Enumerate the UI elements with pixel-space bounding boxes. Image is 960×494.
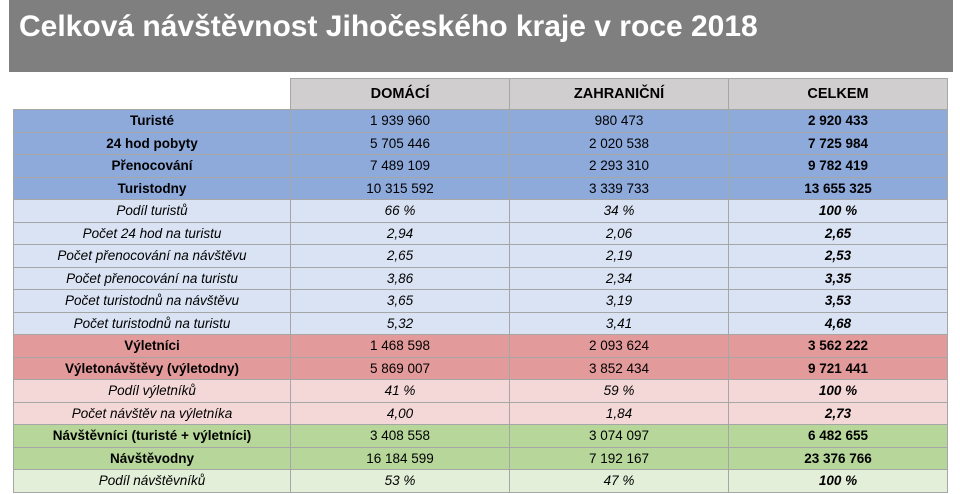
total-value: 7 725 984	[728, 131, 948, 155]
domestic-value: 53 %	[290, 469, 510, 493]
row-label: Počet turistodnů na návštěvu	[13, 289, 291, 313]
domestic-value: 3 408 558	[290, 424, 510, 448]
total-value: 9 721 441	[728, 356, 948, 380]
row-label: Turistodny	[13, 176, 291, 200]
domestic-value: 5 869 007	[290, 356, 510, 380]
table-row: Podíl turistů 66 % 34 % 100 %	[13, 199, 948, 223]
foreign-value: 2 020 538	[509, 131, 729, 155]
page-title: Celková návštěvnost Jihočeského kraje v …	[19, 10, 758, 43]
foreign-value: 3 852 434	[509, 356, 729, 380]
table-row: Počet 24 hod na turistu 2,94 2,06 2,65	[13, 221, 948, 245]
foreign-value: 3,19	[509, 289, 729, 313]
row-label: Turisté	[13, 109, 291, 133]
foreign-value: 34 %	[509, 199, 729, 223]
row-label: Přenocování	[13, 154, 291, 178]
total-value: 2,53	[728, 244, 948, 268]
domestic-value: 4,00	[290, 401, 510, 425]
row-label: Počet turistodnů na turistu	[13, 311, 291, 335]
total-value: 2,73	[728, 401, 948, 425]
row-label: 24 hod pobyty	[13, 131, 291, 155]
table-row: Počet turistodnů na návštěvu 3,65 3,19 3…	[13, 289, 948, 313]
total-value: 13 655 325	[728, 176, 948, 200]
domestic-value: 10 315 592	[290, 176, 510, 200]
domestic-value: 66 %	[290, 199, 510, 223]
domestic-value: 5 705 446	[290, 131, 510, 155]
column-header-domestic: DOMÁCÍ	[290, 78, 510, 110]
domestic-value: 2,94	[290, 221, 510, 245]
domestic-value: 3,86	[290, 266, 510, 290]
column-header-total: CELKEM	[728, 78, 948, 110]
foreign-value: 3 074 097	[509, 424, 729, 448]
table-row: Turisté 1 939 960 980 473 2 920 433	[13, 109, 948, 133]
domestic-value: 5,32	[290, 311, 510, 335]
table-row: Počet turistodnů na turistu 5,32 3,41 4,…	[13, 311, 948, 335]
table-header-row: DOMÁCÍ ZAHRANIČNÍ CELKEM	[13, 78, 948, 110]
total-value: 100 %	[728, 469, 948, 493]
table-row: Podíl návštěvníků 53 % 47 % 100 %	[13, 469, 948, 493]
table-row: Počet přenocování na turistu 3,86 2,34 3…	[13, 266, 948, 290]
table-row: Počet návštěv na výletníka 4,00 1,84 2,7…	[13, 401, 948, 425]
title-bar: Celková návštěvnost Jihočeského kraje v …	[9, 0, 953, 72]
domestic-value: 2,65	[290, 244, 510, 268]
domestic-value: 1 468 598	[290, 334, 510, 358]
total-value: 2,65	[728, 221, 948, 245]
row-label: Návštěvodny	[13, 446, 291, 470]
row-label: Podíl návštěvníků	[13, 469, 291, 493]
foreign-value: 3 339 733	[509, 176, 729, 200]
total-value: 100 %	[728, 199, 948, 223]
domestic-value: 16 184 599	[290, 446, 510, 470]
total-value: 4,68	[728, 311, 948, 335]
table-row: 24 hod pobyty 5 705 446 2 020 538 7 725 …	[13, 131, 948, 155]
row-label: Počet návštěv na výletníka	[13, 401, 291, 425]
foreign-value: 3,41	[509, 311, 729, 335]
table-row: Turistodny 10 315 592 3 339 733 13 655 3…	[13, 176, 948, 200]
column-header-foreign: ZAHRANIČNÍ	[509, 78, 729, 110]
table-row: Počet přenocování na návštěvu 2,65 2,19 …	[13, 244, 948, 268]
row-label: Návštěvníci (turisté + výletníci)	[13, 424, 291, 448]
foreign-value: 2,19	[509, 244, 729, 268]
total-value: 3,53	[728, 289, 948, 313]
foreign-value: 2 093 624	[509, 334, 729, 358]
header-corner	[13, 78, 291, 110]
row-label: Podíl výletníků	[13, 379, 291, 403]
foreign-value: 2 293 310	[509, 154, 729, 178]
row-label: Výletonávštěvy (výletodny)	[13, 356, 291, 380]
table-row: Návštěvníci (turisté + výletníci) 3 408 …	[13, 424, 948, 448]
total-value: 6 482 655	[728, 424, 948, 448]
row-label: Počet 24 hod na turistu	[13, 221, 291, 245]
table-row: Podíl výletníků 41 % 59 % 100 %	[13, 379, 948, 403]
total-value: 9 782 419	[728, 154, 948, 178]
total-value: 23 376 766	[728, 446, 948, 470]
domestic-value: 3,65	[290, 289, 510, 313]
foreign-value: 1,84	[509, 401, 729, 425]
row-label: Výletníci	[13, 334, 291, 358]
total-value: 3,35	[728, 266, 948, 290]
foreign-value: 2,34	[509, 266, 729, 290]
table-row: Výletníci 1 468 598 2 093 624 3 562 222	[13, 334, 948, 358]
visitor-table: DOMÁCÍ ZAHRANIČNÍ CELKEM Turisté 1 939 9…	[13, 78, 948, 493]
foreign-value: 59 %	[509, 379, 729, 403]
domestic-value: 41 %	[290, 379, 510, 403]
row-label: Počet přenocování na návštěvu	[13, 244, 291, 268]
total-value: 2 920 433	[728, 109, 948, 133]
domestic-value: 1 939 960	[290, 109, 510, 133]
foreign-value: 7 192 167	[509, 446, 729, 470]
total-value: 3 562 222	[728, 334, 948, 358]
row-label: Podíl turistů	[13, 199, 291, 223]
foreign-value: 2,06	[509, 221, 729, 245]
row-label: Počet přenocování na turistu	[13, 266, 291, 290]
foreign-value: 47 %	[509, 469, 729, 493]
total-value: 100 %	[728, 379, 948, 403]
domestic-value: 7 489 109	[290, 154, 510, 178]
table-row: Návštěvodny 16 184 599 7 192 167 23 376 …	[13, 446, 948, 470]
foreign-value: 980 473	[509, 109, 729, 133]
table-row: Přenocování 7 489 109 2 293 310 9 782 41…	[13, 154, 948, 178]
table-row: Výletonávštěvy (výletodny) 5 869 007 3 8…	[13, 356, 948, 380]
